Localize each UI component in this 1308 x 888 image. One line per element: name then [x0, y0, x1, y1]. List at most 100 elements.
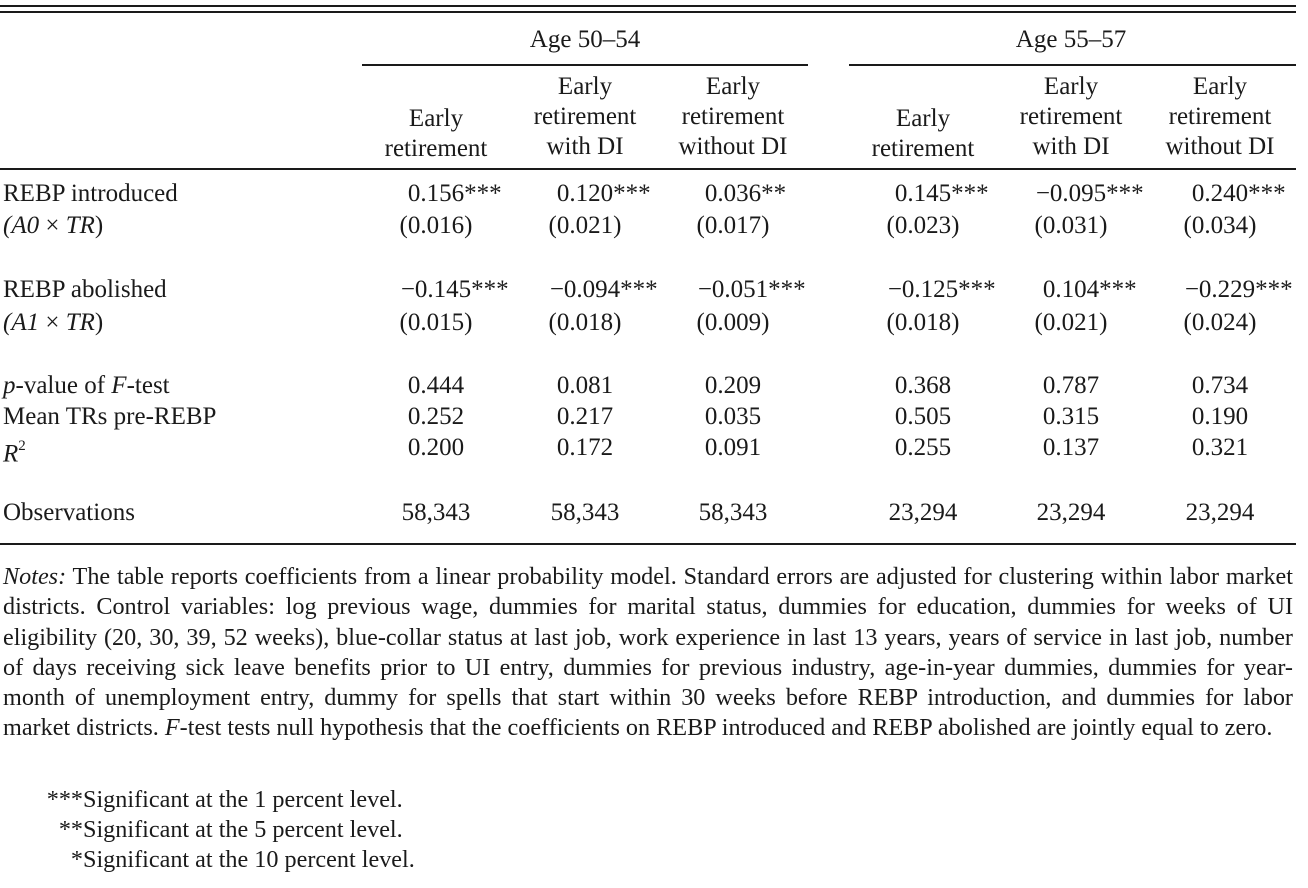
se-introduced-5: (0.031) [1035, 211, 1108, 241]
cell-value: (0.023) [886, 212, 960, 239]
cell-value: (0.021) [1034, 309, 1108, 336]
cell-value: 0.200 [407, 434, 465, 461]
observations-1: 58,343 [402, 498, 471, 528]
col-header-2-line-3: with DI [546, 133, 624, 160]
row-label-pvalue: p-value of F-test [3, 371, 170, 401]
cell-value: (0.017) [696, 212, 770, 239]
cell-value: (0.018) [548, 309, 622, 336]
r2-1: 0.200 [408, 433, 464, 463]
group-header-age-55-57: Age 55–57 [1015, 26, 1127, 53]
coef-abolished-2: −0.094*** [549, 276, 658, 303]
sublabel-tr: TR [65, 212, 95, 239]
cell-value: 0.156 [407, 180, 465, 207]
row-label-rebp-abolished: REBP abolished [3, 276, 167, 303]
cell-value: (0.031) [1034, 212, 1108, 239]
col-header-2-line-1: Early [557, 73, 613, 100]
cell-value: −0.125 [887, 276, 959, 303]
cell-value: 0.035 [704, 403, 762, 430]
group-header-age-50-54: Age 50–54 [529, 26, 641, 53]
coef-abolished-4: −0.125*** [887, 276, 996, 303]
coef-abolished-6: −0.229*** [1184, 276, 1293, 303]
cell-value: 0.217 [556, 403, 614, 430]
cell-value: 0.315 [1042, 403, 1100, 430]
cell-value: (0.016) [399, 212, 473, 239]
sublabel-times: × [39, 309, 66, 336]
pvalue-1: 0.444 [408, 371, 464, 401]
cell-value: 0.252 [407, 403, 465, 430]
observations-5: 23,294 [1037, 498, 1106, 528]
top-rule-inner [0, 11, 1296, 13]
col-header-1-line-1: Early [408, 105, 464, 132]
row-label-mean-trs: Mean TRs pre-REBP [3, 403, 217, 430]
coef-introduced-4: 0.145*** [894, 180, 989, 207]
col-header-3: Early retirement without DI [678, 72, 787, 162]
pvalue-3: 0.209 [705, 371, 761, 401]
significance-marks: ** [58, 816, 83, 843]
cell-value: (0.034) [1183, 212, 1257, 239]
r2-sup: 2 [18, 438, 26, 454]
cell-value: 0.368 [894, 372, 952, 399]
se-abolished-5: (0.021) [1035, 308, 1108, 338]
col-header-4-line-1: Early [895, 105, 951, 132]
r2-3: 0.091 [705, 433, 761, 463]
coef-introduced-5: −0.095*** [1035, 180, 1144, 207]
cell-value: 58,343 [698, 499, 768, 526]
cell-value: (0.015) [399, 309, 473, 336]
col-header-3-line-2: retirement [681, 103, 785, 130]
cell-value: 58,343 [550, 499, 620, 526]
notes-f-italic: F [164, 714, 180, 742]
pvalue-end: -test [126, 372, 170, 399]
coef-introduced-2: 0.120*** [556, 180, 651, 207]
pvalue-mid: -value of [15, 372, 112, 399]
cell-value: 23,294 [1036, 499, 1106, 526]
r2-5: 0.137 [1043, 433, 1099, 463]
pvalue-p: p [3, 372, 16, 399]
significance-1pct: ***Significant at the 1 percent level. [37, 785, 403, 815]
se-abolished-2: (0.018) [549, 308, 622, 338]
notes-text-1: The table reports coefficients from a li… [3, 563, 1293, 742]
coef-abolished-5: 0.104*** [1042, 276, 1137, 303]
cell-value: (0.021) [548, 212, 622, 239]
col-header-3-line-3: without DI [678, 133, 788, 160]
pvalue-f: F [111, 372, 127, 399]
cell-value: 58,343 [401, 499, 471, 526]
se-introduced-2: (0.021) [549, 211, 622, 241]
cell-value: 0.081 [556, 372, 614, 399]
se-abolished-1: (0.015) [400, 308, 473, 338]
pvalue-5: 0.787 [1043, 371, 1099, 401]
se-abolished-4: (0.018) [887, 308, 960, 338]
cell-value: 0.036 [704, 180, 762, 207]
sublabel-times: × [39, 212, 66, 239]
cell-value: 0.209 [704, 372, 762, 399]
notes-label: Notes: [3, 563, 67, 590]
mean-trs-4: 0.505 [895, 402, 951, 432]
r2-r: R [3, 440, 19, 468]
row-sublabel-rebp-introduced: (A0 × TR) [3, 211, 103, 241]
sublabel-close: ) [94, 309, 104, 336]
se-introduced-6: (0.034) [1184, 211, 1257, 241]
observations-6: 23,294 [1186, 498, 1255, 528]
sublabel-close: ) [94, 212, 104, 239]
se-introduced-4: (0.023) [887, 211, 960, 241]
col-header-1: Early retirement [385, 104, 488, 164]
group-rule-age-50-54 [362, 64, 808, 66]
mean-trs-2: 0.217 [557, 402, 613, 432]
col-header-6-line-2: retirement [1168, 103, 1272, 130]
sublabel-a1: (A1 [3, 309, 40, 336]
se-abolished-6: (0.024) [1184, 308, 1257, 338]
col-header-6-line-1: Early [1192, 73, 1248, 100]
significance-marks: *** [46, 786, 83, 813]
col-header-6-line-3: without DI [1165, 133, 1275, 160]
significance-marks: * [70, 846, 83, 873]
mean-trs-6: 0.190 [1192, 402, 1248, 432]
coef-abolished-3: −0.051*** [697, 276, 806, 303]
notes-text-2: -test tests null hypothesis that the coe… [179, 714, 1273, 742]
cell-value: 0.734 [1191, 372, 1249, 399]
significance-text: Significant at the 10 percent level. [83, 846, 415, 873]
observations-2: 58,343 [551, 498, 620, 528]
cell-value: 0.321 [1191, 434, 1249, 461]
col-header-2: Early retirement with DI [534, 72, 637, 162]
col-header-6: Early retirement without DI [1165, 72, 1274, 162]
col-header-5-line-1: Early [1043, 73, 1099, 100]
